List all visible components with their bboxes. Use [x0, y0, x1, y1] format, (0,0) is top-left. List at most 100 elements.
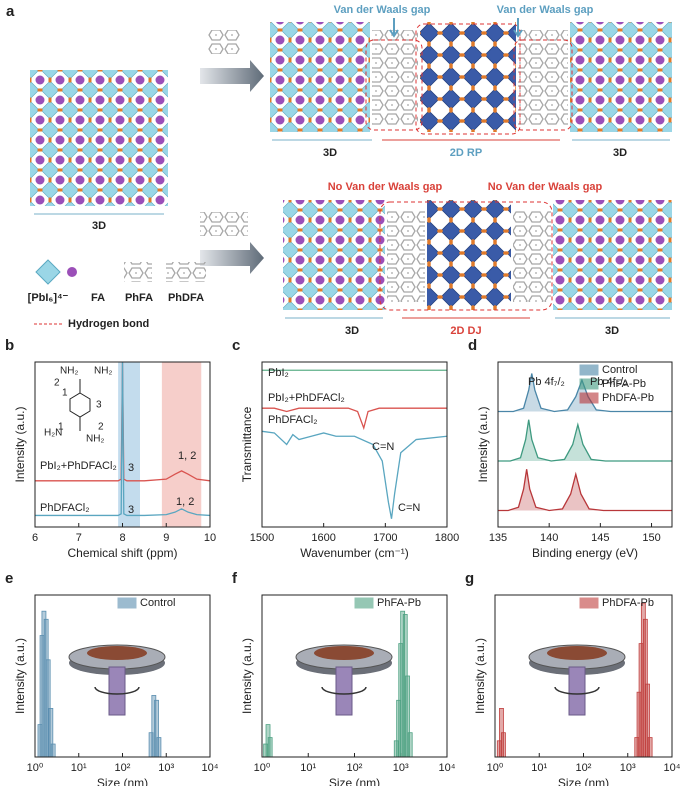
axes-frame [261, 361, 448, 528]
legend-swatch [579, 392, 599, 404]
x-tick-label: 145 [591, 532, 609, 544]
legend-label: Control [602, 364, 637, 376]
benzene [69, 392, 91, 418]
annotation: C=N [372, 441, 394, 453]
x-tick-label: 10⁴ [439, 762, 456, 774]
substrate [547, 646, 607, 660]
panel-letter: c [232, 337, 240, 354]
lattice-2d [420, 22, 516, 132]
x-tick-label: 1600 [311, 532, 335, 544]
x-tick-label: 10¹ [71, 762, 87, 774]
plot-area [263, 610, 413, 757]
bar [156, 737, 162, 757]
legend-label: PhFA-Pb [377, 597, 421, 609]
chart: d 135 140 145 150 Binding energy (eV) Intensit… [468, 337, 673, 560]
bar [647, 737, 653, 757]
molecule-icon [208, 30, 240, 54]
chart: g 10⁰ 10¹ 10² 10³ 10⁴ Size (nm) Intensity (a.u.… [465, 570, 680, 786]
x-axis-title: Chemical shift (ppm) [67, 546, 177, 560]
legend-swatch [579, 597, 599, 609]
annotation: C=N [398, 502, 420, 514]
hbond-region [379, 201, 553, 311]
panel-letter: e [5, 570, 13, 587]
structure-label: NH₂ [94, 366, 112, 377]
chart: f 10⁰ 10¹ 10² 10³ 10⁴ Size (nm) Intensity (a.u.… [232, 570, 456, 786]
x-tick-label: 140 [540, 532, 558, 544]
lattice-3d [283, 200, 385, 310]
x-tick-label: 10⁰ [254, 762, 271, 774]
octahedron-icon [35, 259, 61, 285]
legend-swatch [579, 364, 599, 376]
series-label: PbI₂+PhDFACl₂ [40, 460, 117, 472]
structure-label: NH₂ [60, 366, 78, 377]
shaded-region [161, 362, 202, 527]
legend-label: PhDFA-Pb [602, 597, 654, 609]
structure-label: 2 [54, 378, 60, 389]
x-tick-label: 10³ [620, 762, 636, 774]
panel-letter: d [468, 337, 477, 354]
x-tick-label: 1700 [373, 532, 397, 544]
bar [501, 732, 506, 757]
spindle [335, 666, 353, 716]
x-tick-label: 9 [163, 532, 169, 544]
fa-icon [67, 267, 77, 277]
panel-letter: g [465, 570, 474, 587]
x-tick-label: 10³ [158, 762, 174, 774]
x-tick-label: 8 [119, 532, 125, 544]
peak-fill [498, 419, 672, 461]
x-tick-label: 10 [204, 532, 216, 544]
axes-frame [34, 361, 211, 528]
rotation-arrow [554, 686, 600, 695]
annotation: 3 [128, 462, 134, 474]
axes-frame [497, 361, 673, 528]
pointer [389, 18, 399, 38]
spindle [108, 666, 126, 716]
panel-letter: a [6, 3, 15, 20]
line [262, 430, 447, 519]
molecule-icon [200, 212, 248, 236]
legend-label: PhFA [125, 292, 153, 304]
x-tick-label: 10³ [393, 762, 409, 774]
chart: e 10⁰ 10¹ 10² 10³ 10⁴ Size (nm) Intensity (a.u.… [5, 570, 219, 786]
hbond-region [513, 39, 573, 131]
y-axis-title: Intensity (a.u.) [473, 638, 487, 714]
lattice-3d [570, 22, 672, 132]
substrate [314, 646, 374, 660]
y-axis-title: Intensity (a.u.) [13, 638, 27, 714]
line [262, 407, 447, 431]
annotation: 1, 2 [178, 450, 196, 462]
gap-label: No Van der Waals gap [488, 181, 603, 193]
y-axis-title: Transmittance [240, 406, 254, 482]
section-label: 3D [323, 147, 337, 159]
x-axis-title: Size (nm) [329, 776, 380, 786]
x-tick-label: 1500 [250, 532, 274, 544]
lattice-3d [270, 22, 370, 132]
x-tick-label: 10⁰ [487, 762, 504, 774]
plot-area [35, 362, 210, 517]
pointer [513, 18, 523, 38]
bar [400, 610, 406, 757]
axes-frame [34, 594, 211, 758]
annotation: 3 [128, 504, 134, 516]
x-tick-label: 10⁴ [202, 762, 219, 774]
bar [267, 737, 273, 757]
substrate [87, 646, 147, 660]
axes-frame [494, 594, 673, 758]
bar [48, 708, 54, 757]
spindle [568, 666, 586, 716]
x-tick-label: 7 [76, 532, 82, 544]
x-tick-label: 10⁴ [664, 762, 680, 774]
axes-frame [261, 594, 448, 758]
line [35, 362, 210, 482]
series-label: PbI₂+PhDFACl₂ [268, 392, 345, 404]
chart: b 6 7 8 9 10 Chemical shift (ppm) Intensity (a.… [5, 337, 216, 560]
bar [407, 732, 413, 757]
series-label: PbI₂ [268, 367, 289, 379]
section-label: 2D RP [450, 147, 482, 159]
x-axis-title: Binding energy (eV) [532, 546, 638, 560]
structure-label: 2 [98, 422, 104, 433]
lattice-3d [553, 200, 672, 310]
structure-label: 1 [62, 388, 68, 399]
line [498, 469, 672, 512]
